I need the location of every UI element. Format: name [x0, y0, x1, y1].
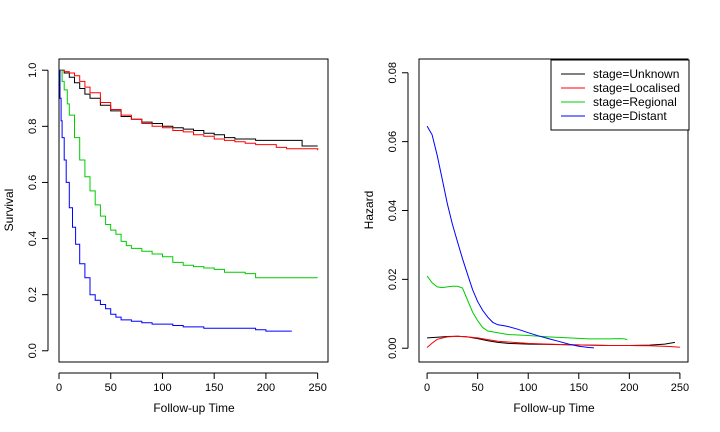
survival-panel: 0 50 100 150 200 250 0.0 0.2 0.4 0.6 0.8 1.0 Follo…	[2, 58, 329, 415]
hazard-y-tick-label: 0.06	[387, 131, 399, 152]
survival-x-tick-label: 250	[308, 382, 326, 394]
survival-series-localised	[59, 69, 319, 151]
survival-series-distant	[59, 69, 292, 332]
hazard-x-axis-label: Follow-up Time	[513, 401, 595, 415]
survival-x-tick-label: 50	[105, 382, 117, 394]
survival-x-axis: 0 50 100 150 200 250	[56, 372, 327, 394]
survival-x-axis-label: Follow-up Time	[153, 401, 235, 415]
hazard-x-tick-label: 200	[620, 382, 638, 394]
hazard-y-tick-label: 0.08	[387, 62, 399, 83]
hazard-plot-frame	[418, 58, 689, 363]
hazard-x-axis: 0 50 100 150 200 250	[424, 372, 689, 394]
hazard-y-tick-label: 0.04	[387, 200, 399, 221]
survival-y-tick-label: 0.2	[27, 287, 39, 302]
survival-y-tick-label: 0.4	[27, 231, 39, 246]
hazard-legend: stage=Unknown stage=Localised stage=Regi…	[550, 59, 690, 131]
survival-x-tick-label: 200	[257, 382, 275, 394]
hazard-series-localised	[426, 335, 680, 348]
hazard-x-tick-label: 250	[671, 382, 689, 394]
legend-label-regional: stage=Regional	[593, 95, 677, 109]
hazard-x-tick-label: 100	[519, 382, 537, 394]
survival-series-regional	[59, 69, 318, 279]
survival-x-tick-label: 0	[56, 382, 62, 394]
legend-box	[550, 59, 690, 131]
survival-series-unknown	[59, 69, 318, 147]
legend-label-localised: stage=Localised	[593, 81, 680, 95]
hazard-y-tick-label: 0.00	[387, 338, 399, 359]
survival-x-tick-label: 100	[153, 382, 171, 394]
hazard-y-tick-label: 0.02	[387, 269, 399, 290]
legend-label-distant: stage=Distant	[593, 109, 667, 123]
hazard-y-axis-label: Hazard	[362, 191, 376, 230]
survival-series-group	[59, 69, 319, 332]
survival-y-axis: 0.0 0.2 0.4 0.6 0.8 1.0	[27, 63, 49, 358]
hazard-x-tick-label: 0	[424, 382, 430, 394]
hazard-panel: 0 50 100 150 200 250 0.00 0.02 0.04 0.06 0.08 Fol…	[362, 58, 690, 415]
survival-y-tick-label: 1.0	[27, 63, 39, 78]
survival-y-tick-label: 0.0	[27, 343, 39, 358]
survival-y-axis-label: Survival	[2, 189, 16, 232]
hazard-x-tick-label: 50	[472, 382, 484, 394]
legend-label-unknown: stage=Unknown	[593, 67, 679, 81]
hazard-series-distant	[426, 125, 595, 349]
survival-y-tick-label: 0.6	[27, 175, 39, 190]
hazard-x-tick-label: 150	[570, 382, 588, 394]
survival-y-tick-label: 0.8	[27, 119, 39, 134]
hazard-series-regional	[426, 275, 628, 341]
hazard-series-group	[426, 125, 680, 349]
hazard-y-axis: 0.00 0.02 0.04 0.06 0.08	[387, 62, 409, 359]
survival-plot-frame	[58, 58, 329, 363]
survival-x-tick-label: 150	[205, 382, 223, 394]
